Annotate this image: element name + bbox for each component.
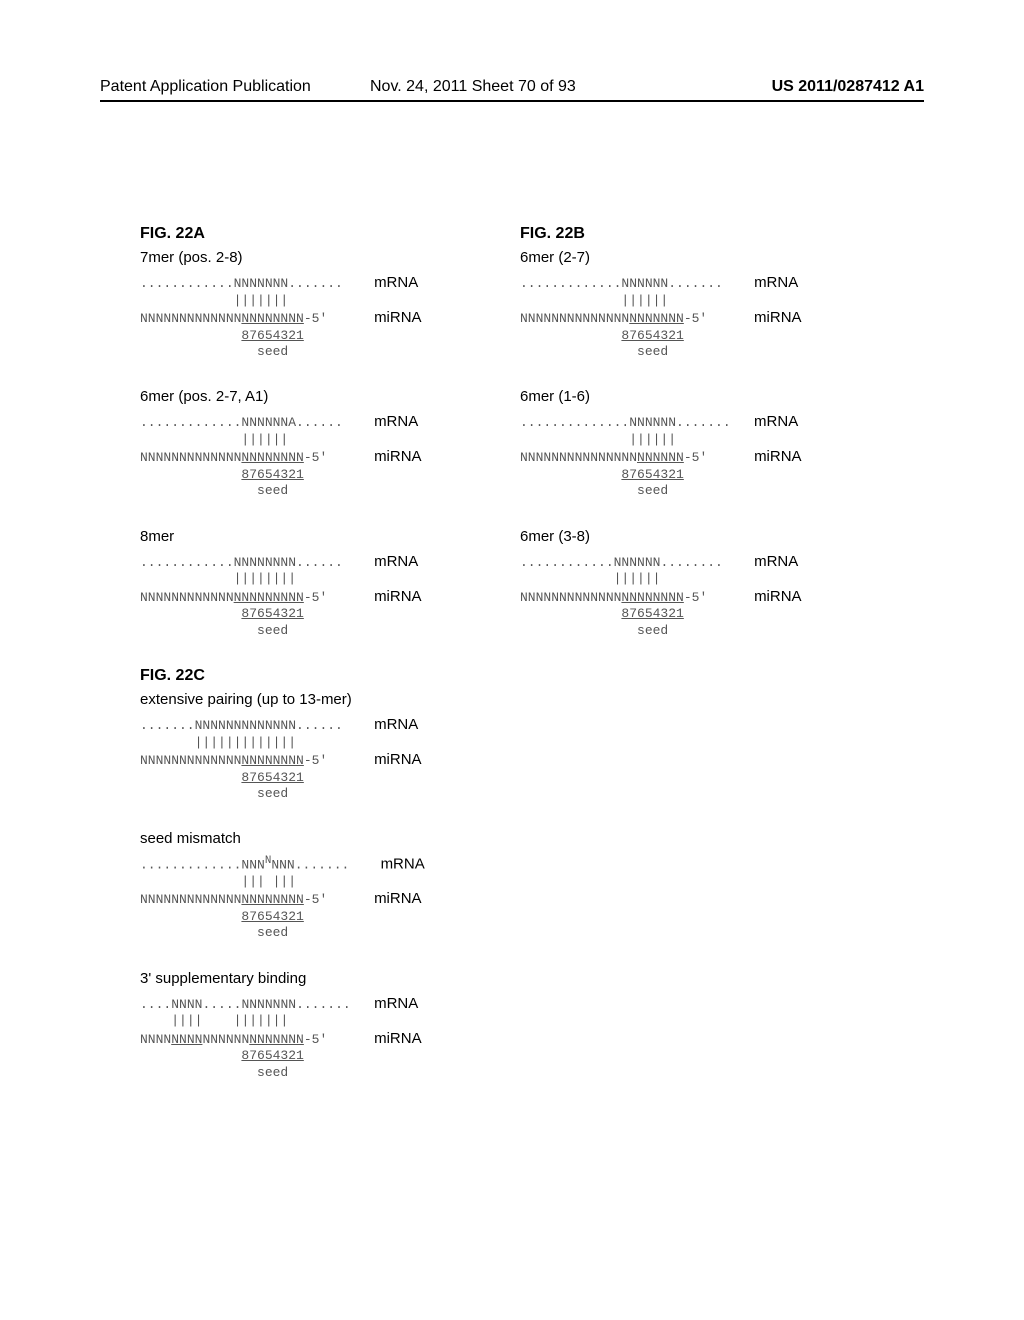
mrna-label: mRNA (374, 716, 418, 733)
mirna-label: miRNA (754, 448, 802, 465)
mirna-label: miRNA (374, 588, 422, 605)
mirna-label: miRNA (374, 890, 422, 907)
seq-block: ............NNNNNNNN...... mRNA ||||||||… (140, 553, 520, 639)
left-column: FIG. 22A 7mer (pos. 2-8) ............NNN… (140, 225, 520, 1109)
page-header: Patent Application Publication Nov. 24, … (100, 78, 924, 102)
fig-22a-label: FIG. 22A (140, 225, 520, 243)
seq-block: .............NNNNNNA...... mRNA |||||| N… (140, 413, 520, 499)
seq-block: ............NNNNNNN....... mRNA ||||||| … (140, 274, 520, 360)
mrna-label: mRNA (381, 855, 425, 872)
seq-block: .............NNNNNNN....... mRNA ||| |||… (140, 855, 520, 942)
header-publication: Patent Application Publication (100, 78, 311, 96)
header-docket: US 2011/0287412 A1 (772, 78, 924, 96)
seq-block: .............NNNNNN....... mRNA |||||| N… (520, 274, 900, 360)
fig-b-diag-1: 6mer (1-6) ..............NNNNNN....... m… (520, 388, 900, 499)
diag-title: 6mer (3-8) (520, 528, 900, 545)
seq-block: ............NNNNNN........ mRNA |||||| N… (520, 553, 900, 639)
mirna-label: miRNA (374, 448, 422, 465)
mrna-label: mRNA (754, 553, 798, 570)
seq-block: .......NNNNNNNNNNNNN...... mRNA ||||||||… (140, 716, 520, 802)
fig-22b-label: FIG. 22B (520, 225, 900, 243)
mrna-label: mRNA (374, 413, 418, 430)
fig-c-diag-0: extensive pairing (up to 13-mer) .......… (140, 691, 520, 802)
mrna-label: mRNA (374, 553, 418, 570)
diag-title: seed mismatch (140, 830, 520, 847)
figure-content: FIG. 22A 7mer (pos. 2-8) ............NNN… (140, 225, 900, 1109)
fig-a-diag-2: 8mer ............NNNNNNNN...... mRNA |||… (140, 528, 520, 639)
fig-22c-label: FIG. 22C (140, 667, 520, 685)
mrna-label: mRNA (754, 274, 798, 291)
diag-title: 6mer (2-7) (520, 249, 900, 266)
right-column: FIG. 22B 6mer (2-7) .............NNNNNN.… (520, 225, 900, 1109)
fig-c-diag-2: 3' supplementary binding ....NNNN.....NN… (140, 970, 520, 1081)
mrna-label: mRNA (374, 995, 418, 1012)
fig-a-diag-1: 6mer (pos. 2-7, A1) .............NNNNNNA… (140, 388, 520, 499)
diag-title: 6mer (1-6) (520, 388, 900, 405)
fig-a-diag-0: 7mer (pos. 2-8) ............NNNNNNN.....… (140, 249, 520, 360)
mirna-label: miRNA (374, 1030, 422, 1047)
diag-title: extensive pairing (up to 13-mer) (140, 691, 520, 708)
seq-block: ..............NNNNNN....... mRNA |||||| … (520, 413, 900, 499)
mirna-label: miRNA (754, 309, 802, 326)
diag-title: 6mer (pos. 2-7, A1) (140, 388, 520, 405)
diag-title: 8mer (140, 528, 520, 545)
mirna-label: miRNA (374, 309, 422, 326)
fig-b-diag-0: 6mer (2-7) .............NNNNNN....... mR… (520, 249, 900, 360)
header-date-sheet: Nov. 24, 2011 Sheet 70 of 93 (370, 78, 576, 96)
mrna-label: mRNA (374, 274, 418, 291)
fig-c-diag-1: seed mismatch .............NNNNNNN......… (140, 830, 520, 942)
fig-b-diag-2: 6mer (3-8) ............NNNNNN........ mR… (520, 528, 900, 639)
mrna-label: mRNA (754, 413, 798, 430)
diag-title: 3' supplementary binding (140, 970, 520, 987)
mirna-label: miRNA (754, 588, 802, 605)
seq-block: ....NNNN.....NNNNNNN....... mRNA |||| ||… (140, 995, 520, 1081)
diag-title: 7mer (pos. 2-8) (140, 249, 520, 266)
mirna-label: miRNA (374, 751, 422, 768)
